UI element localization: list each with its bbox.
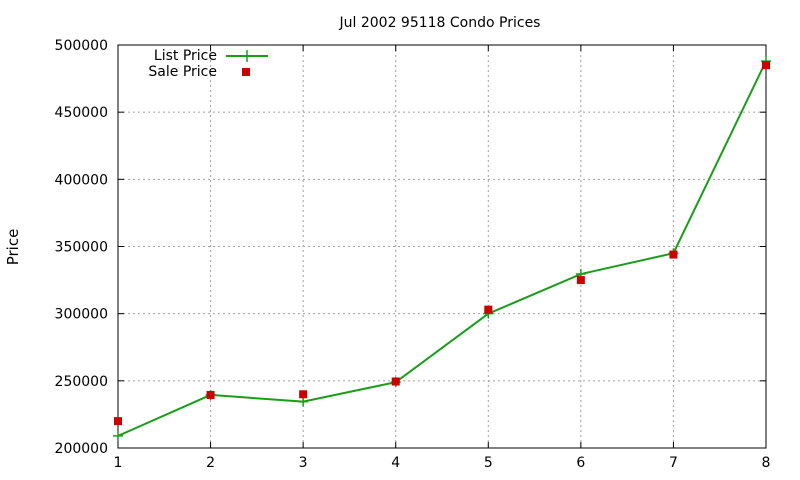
series-layer	[113, 56, 771, 441]
x-tick-label: 1	[114, 455, 123, 471]
point-sale-price	[669, 250, 678, 259]
x-tick-label: 7	[669, 455, 678, 471]
y-tick-label: 200000	[55, 441, 108, 457]
point-list-price	[113, 430, 123, 441]
x-tick-label: 4	[391, 455, 400, 471]
legend-label-list-price: List Price	[154, 48, 217, 64]
point-sale-price	[206, 390, 215, 399]
point-sale-price	[762, 61, 770, 70]
x-tick-label: 5	[484, 455, 493, 471]
legend-marker-sale-price	[242, 68, 250, 76]
point-list-price	[298, 396, 309, 407]
series-line-list-price	[117, 60, 767, 437]
point-sale-price	[391, 377, 400, 386]
legend-marker-list-price	[241, 50, 253, 62]
y-tick-label: 450000	[55, 105, 108, 121]
axis-ticks: 1 2 3 4 5 6 7 8 200000 250000 300000 350000 400000 45…	[55, 38, 771, 471]
point-sale-price	[576, 276, 585, 285]
point-sale-price	[484, 305, 493, 314]
legend: List Price Sale Price	[148, 48, 268, 80]
grid	[118, 45, 766, 448]
y-tick-label: 400000	[55, 172, 108, 188]
y-tick-label: 500000	[55, 38, 108, 54]
y-tick-label: 300000	[55, 307, 108, 323]
x-tick-label: 3	[299, 455, 308, 471]
x-tick-label: 8	[762, 455, 771, 471]
x-tick-label: 2	[206, 455, 215, 471]
point-sale-price	[114, 417, 122, 426]
y-axis-label: Price	[4, 229, 22, 266]
point-sale-price	[299, 390, 308, 399]
legend-label-sale-price: Sale Price	[148, 64, 217, 80]
x-tick-label: 6	[576, 455, 585, 471]
y-tick-label: 350000	[55, 240, 108, 256]
chart-title: Jul 2002 95118 Condo Prices	[339, 15, 541, 31]
y-tick-label: 250000	[55, 374, 108, 390]
